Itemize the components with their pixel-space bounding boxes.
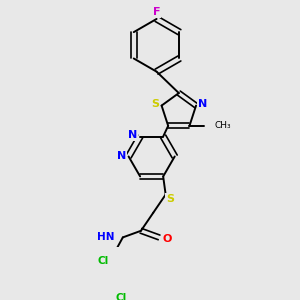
Text: Cl: Cl bbox=[115, 293, 127, 300]
Text: S: S bbox=[151, 99, 159, 109]
Text: S: S bbox=[166, 194, 174, 204]
Text: HN: HN bbox=[97, 232, 115, 242]
Text: O: O bbox=[163, 234, 172, 244]
Text: CH₃: CH₃ bbox=[214, 121, 231, 130]
Text: N: N bbox=[128, 130, 137, 140]
Text: N: N bbox=[198, 99, 207, 109]
Text: F: F bbox=[153, 7, 160, 16]
Text: N: N bbox=[117, 152, 126, 161]
Text: Cl: Cl bbox=[98, 256, 109, 266]
